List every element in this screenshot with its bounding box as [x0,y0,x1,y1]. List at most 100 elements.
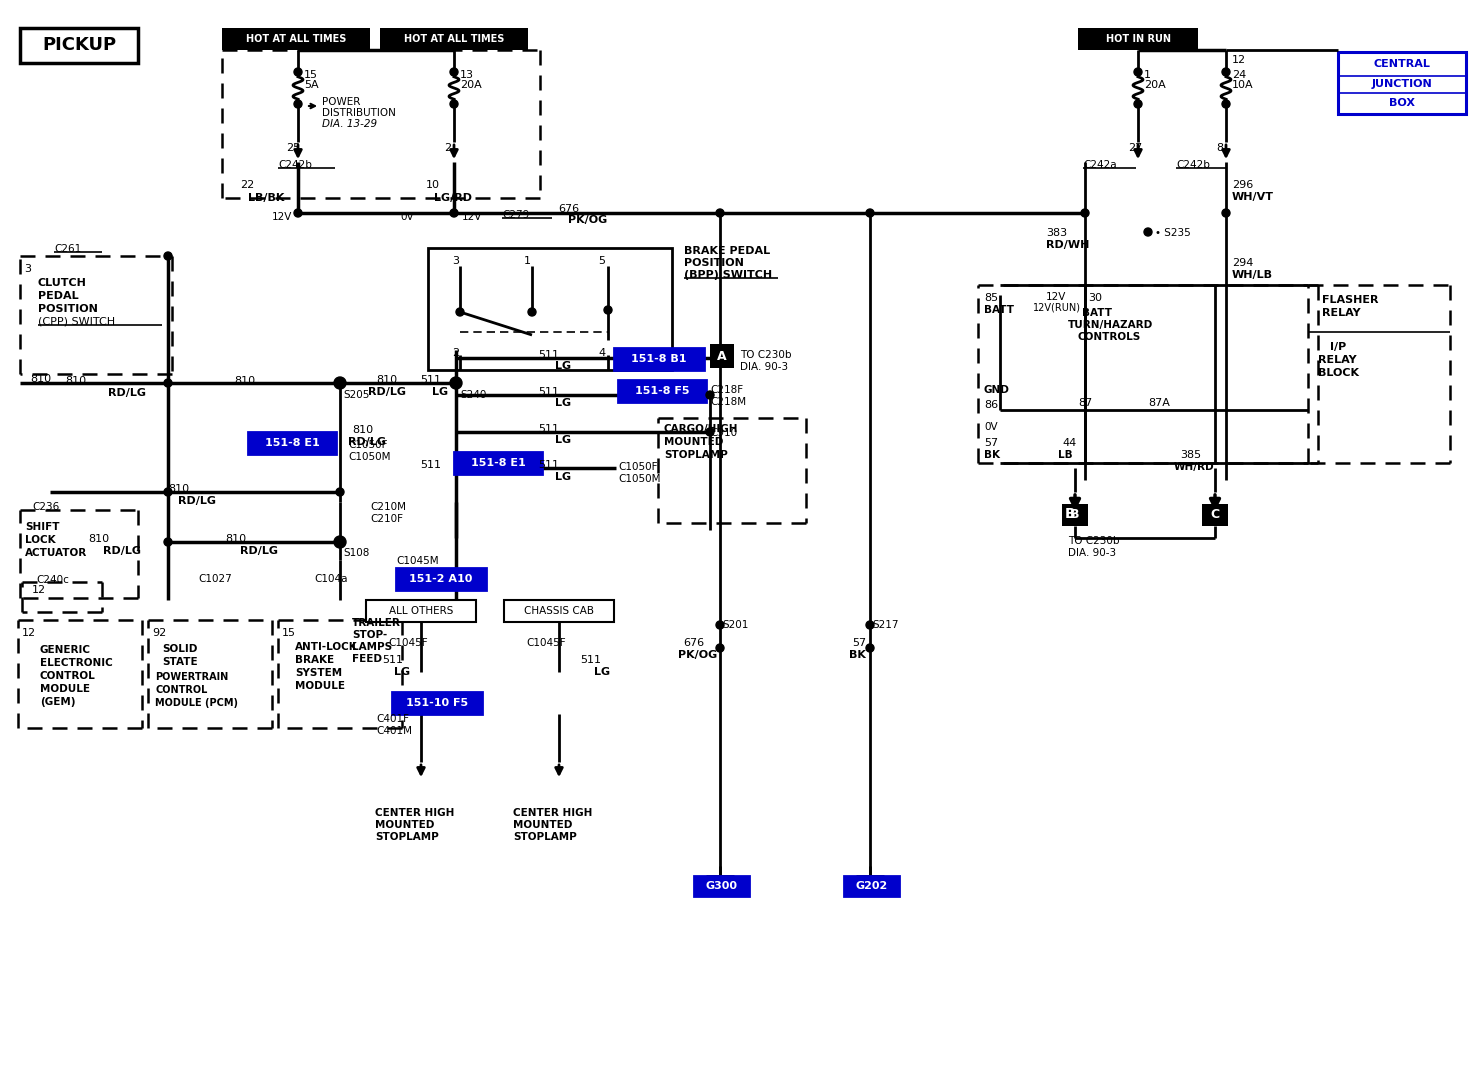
Text: CONTROLS: CONTROLS [1078,332,1141,342]
Circle shape [1222,100,1231,108]
Text: LG: LG [555,472,571,482]
Text: CENTER HIGH: CENTER HIGH [375,808,455,818]
Text: ACTUATOR: ACTUATOR [25,548,87,558]
Text: MOUNTED: MOUNTED [514,820,573,830]
Text: LAMPS: LAMPS [352,642,392,652]
Bar [710,344,735,368]
Text: POWERTRAIN: POWERTRAIN [155,672,228,682]
Text: 511: 511 [537,424,559,434]
Text: WH/VT: WH/VT [1232,191,1273,202]
Text: 1: 1 [1144,70,1151,81]
Bar [693,876,749,897]
Text: BATT: BATT [983,305,1014,316]
Circle shape [866,621,874,629]
Text: 511: 511 [420,460,442,470]
Text: 1: 1 [524,256,531,265]
Text: 2: 2 [445,143,450,153]
Text: 810: 810 [352,425,372,435]
Text: C910: C910 [710,428,737,438]
Bar [1338,52,1466,114]
Circle shape [1222,67,1231,76]
Text: G300: G300 [705,881,737,891]
Text: 511: 511 [537,387,559,397]
Text: 10: 10 [425,180,440,190]
Bar [503,599,614,622]
Text: TO C230b: TO C230b [1069,536,1120,546]
Bar [843,876,899,897]
Text: PEDAL: PEDAL [38,290,78,301]
Circle shape [294,100,302,108]
Text: BLOCK: BLOCK [1317,368,1359,378]
Text: HOT AT ALL TIMES: HOT AT ALL TIMES [246,34,346,44]
Text: C261: C261 [54,244,81,254]
Text: LG: LG [431,387,447,397]
Text: PK/OG: PK/OG [568,215,608,225]
Bar [367,599,475,622]
Text: 151-8 F5: 151-8 F5 [634,386,689,396]
Text: 86: 86 [983,400,998,410]
Text: 87A: 87A [1148,398,1170,408]
Text: LB: LB [1058,450,1073,460]
Text: MODULE (PCM): MODULE (PCM) [155,698,238,708]
Text: STOPLAMP: STOPLAMP [664,450,727,460]
Text: MOUNTED: MOUNTED [375,820,434,830]
Text: CONTROL: CONTROL [155,685,208,695]
Text: 0V: 0V [400,212,414,222]
Text: 20A: 20A [459,81,481,90]
Text: C1045M: C1045M [396,556,439,566]
Text: PK/OG: PK/OG [679,650,717,660]
Text: 12V: 12V [272,212,293,222]
Circle shape [450,100,458,108]
Text: C401F: C401F [375,714,409,724]
Text: 151-10 F5: 151-10 F5 [406,698,468,708]
Text: GENERIC: GENERIC [40,645,91,655]
Text: BATT: BATT [1082,308,1111,318]
Text: C104a: C104a [314,574,347,584]
Text: LG: LG [555,361,571,371]
Text: TURN/HAZARD: TURN/HAZARD [1069,320,1153,330]
Text: WH/LB: WH/LB [1232,270,1273,280]
Circle shape [707,428,714,436]
Text: 57: 57 [852,638,866,648]
Text: TRAILER: TRAILER [352,618,400,628]
Text: ALL OTHERS: ALL OTHERS [389,606,453,616]
Text: MOUNTED: MOUNTED [664,437,723,447]
Text: SHIFT: SHIFT [25,522,59,532]
Text: BK: BK [849,650,866,660]
Text: C218F: C218F [710,385,743,395]
Circle shape [294,209,302,217]
Text: 15: 15 [283,628,296,638]
Text: 4: 4 [598,348,605,358]
Text: C242b: C242b [278,160,312,170]
Text: B: B [1070,508,1080,521]
Text: RD/LG: RD/LG [368,387,406,397]
Text: 30: 30 [1088,293,1103,302]
Text: ANTI-LOCK: ANTI-LOCK [294,642,358,652]
Text: 294: 294 [1232,258,1253,268]
Text: WH/RD: WH/RD [1175,462,1214,472]
Text: DISTRIBUTION: DISTRIBUTION [322,108,396,118]
Circle shape [450,209,458,217]
Text: (CPP) SWITCH: (CPP) SWITCH [38,317,115,327]
Text: • S235: • S235 [1156,228,1191,238]
Bar [453,452,542,474]
Text: CARGO/HIGH: CARGO/HIGH [664,424,739,434]
Text: 3: 3 [24,264,31,274]
Circle shape [866,209,874,217]
Circle shape [334,536,346,548]
Text: 151-8 B1: 151-8 B1 [631,354,687,364]
Text: CONTROL: CONTROL [40,671,96,681]
Text: 12: 12 [22,628,37,638]
Circle shape [715,644,724,652]
Text: 296: 296 [1232,180,1253,190]
Text: GND: GND [983,385,1010,395]
Text: 385: 385 [1181,450,1201,460]
Text: FLASHER: FLASHER [1322,295,1378,305]
Circle shape [163,252,172,260]
Bar [1061,504,1088,526]
Text: SYSTEM: SYSTEM [294,668,342,678]
Text: RD/LG: RD/LG [240,546,278,556]
Text: RD/LG: RD/LG [107,388,146,398]
Text: C218M: C218M [710,397,746,407]
Text: STOPLAMP: STOPLAMP [375,832,439,842]
